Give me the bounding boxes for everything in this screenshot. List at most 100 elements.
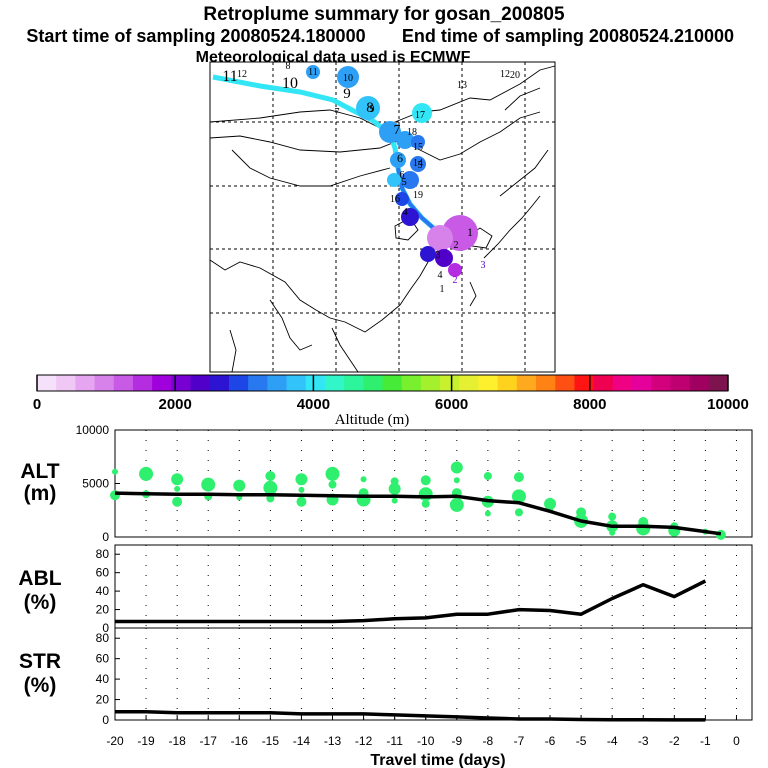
- x-tick-label: -18: [168, 734, 186, 748]
- altitude-scatter-point: [139, 466, 154, 481]
- altitude-scatter-point: [265, 471, 276, 482]
- y-tick-label: 40: [96, 584, 110, 598]
- altitude-scatter-point: [609, 529, 616, 536]
- y-tick-label: 80: [96, 631, 110, 645]
- plume-scatter-label: 4: [438, 270, 443, 281]
- altitude-scatter-point: [171, 473, 184, 486]
- altitude-scatter-point: [360, 476, 367, 483]
- plume-circle: [356, 96, 380, 120]
- x-tick-label: -5: [576, 734, 587, 748]
- colorbar-cell: [152, 375, 172, 391]
- altitude-scatter-point: [453, 477, 460, 484]
- colorbar-cell: [440, 375, 460, 391]
- plume-circle: [448, 263, 462, 277]
- plume-scatter-label: 5: [418, 160, 423, 171]
- altitude-scatter-point: [511, 489, 526, 504]
- colorbar-cell: [286, 375, 307, 391]
- end-time-label: End time of sampling 20080524.210000: [402, 26, 734, 46]
- x-tick-label: -8: [483, 734, 494, 748]
- panel-frame: [114, 627, 753, 721]
- colorbar-tick-label: 10000: [707, 396, 749, 413]
- panel-ylabel: (%): [24, 674, 57, 697]
- plume-scatter-label: 8: [286, 61, 291, 72]
- colorbar-cell: [324, 375, 345, 391]
- series-line-str: [115, 710, 706, 722]
- x-tick-label: 0: [733, 734, 740, 748]
- start-time-label: Start time of sampling 20080524.180000: [26, 26, 365, 46]
- colorbar-tick-label: 8000: [573, 396, 606, 413]
- colorbar-cell: [363, 375, 383, 391]
- plume-scatter-label: 1: [440, 284, 445, 295]
- altitude-scatter-point: [201, 477, 216, 492]
- panel-ylabel: (%): [24, 591, 57, 614]
- colorbar-cell: [190, 375, 211, 391]
- colorbar-cell: [344, 375, 364, 391]
- panel-ylabel: ALT: [20, 460, 59, 483]
- colorbar-cell: [708, 375, 729, 391]
- x-tick-label: -7: [514, 734, 525, 748]
- trajectory-day-label: 9: [343, 86, 351, 102]
- colorbar-cell: [228, 375, 249, 391]
- trajectory-day-label: 4: [402, 206, 408, 218]
- colorbar-cell: [555, 375, 575, 391]
- altitude-scatter-point: [328, 480, 337, 489]
- x-tick-label: -3: [638, 734, 649, 748]
- plume-circle: [379, 121, 401, 143]
- plume-scatter-label: 12: [500, 69, 510, 80]
- colorbar-cell: [497, 375, 518, 391]
- trajectory-day-label: 10: [282, 75, 298, 92]
- plume-scatter-label: 20: [510, 70, 520, 81]
- colorbar-cell: [209, 375, 230, 391]
- y-tick-label: 5000: [82, 477, 109, 491]
- colorbar-cell: [132, 375, 153, 391]
- trajectory-day-label: 5: [401, 176, 407, 188]
- trajectory-day-label: 3: [436, 250, 441, 261]
- plume-scatter-label: 19: [413, 190, 423, 201]
- y-tick-label: 0: [102, 530, 109, 544]
- x-tick-label: -17: [200, 734, 218, 748]
- trajectory-day-label: 1: [467, 225, 473, 239]
- altitude-scatter-point: [296, 496, 307, 507]
- plume-scatter-label: 7: [335, 107, 340, 118]
- x-tick-label: -11: [386, 734, 403, 748]
- plume-scatter-label: 13: [457, 80, 467, 91]
- plume-circle: [401, 171, 419, 189]
- altitude-scatter-point: [449, 497, 464, 512]
- x-tick-label: -4: [607, 734, 618, 748]
- x-axis-label: Travel time (days): [370, 752, 505, 768]
- altitude-scatter-point: [233, 479, 246, 492]
- altitude-scatter-point: [544, 497, 557, 510]
- y-tick-label: 20: [96, 693, 110, 707]
- colorbar-cell: [267, 375, 288, 391]
- altitude-scatter-point: [483, 472, 492, 481]
- panel-alt: 0 5000 10000 ALT(m): [20, 423, 753, 544]
- y-tick-label: 40: [96, 672, 110, 686]
- trajectory-day-label: 2: [454, 240, 459, 251]
- colorbar-tick-label: 6000: [435, 396, 468, 413]
- altitude-scatter-point: [325, 466, 340, 481]
- altitude-scatter-point: [298, 486, 305, 493]
- colorbar-cell: [612, 375, 633, 391]
- altitude-scatter-point: [112, 468, 118, 475]
- altitude-scatter-point: [418, 487, 433, 502]
- plume-scatter-label: 17: [415, 110, 425, 121]
- plume-circle: [396, 131, 414, 149]
- colorbar-cell: [459, 375, 479, 391]
- colorbar-cell: [689, 375, 710, 391]
- time-series-panels: 0500010000ALT(m)020406080ABL(%)020406080…: [18, 423, 753, 748]
- altitude-scatter-point: [514, 508, 523, 517]
- x-tick-label: -15: [262, 734, 280, 748]
- plume-scatter-label: 2: [453, 275, 458, 286]
- x-tick-label: -1: [700, 734, 711, 748]
- trajectory-day-label: 7: [394, 123, 401, 138]
- plume-scatter-label: 14: [413, 158, 423, 169]
- plume-scatter-label: 12: [237, 69, 247, 80]
- altitude-scatter-point: [636, 521, 651, 536]
- plume-circle: [337, 66, 359, 88]
- plume-circle: [395, 192, 409, 206]
- y-tick-label: 80: [96, 547, 110, 561]
- altitude-colorbar: 0 2000 4000 6000 8000 10000 Altitude (m): [33, 374, 749, 428]
- colorbar-tick-label: 0: [33, 396, 41, 413]
- plume-circle: [427, 225, 453, 251]
